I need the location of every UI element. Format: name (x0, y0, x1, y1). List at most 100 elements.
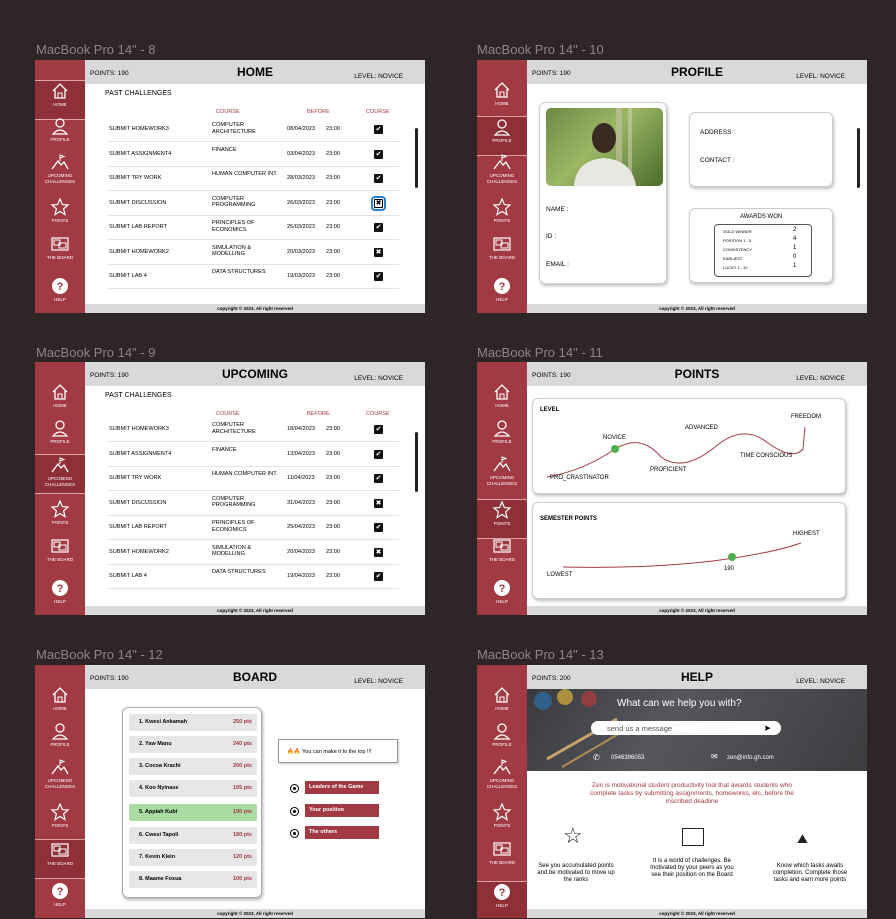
sidebar-item-upcoming[interactable]: UPCOMING CHALLENGES (35, 152, 85, 192)
leaderboard-row[interactable]: 4. Koo Nyinase 195 pts (129, 780, 257, 797)
table-row[interactable]: SUBMIT TRY WORK HUMAN COMPUTER INT. 11/04/… (107, 467, 399, 491)
board-icon (682, 828, 704, 846)
sidebar-item-upcoming[interactable]: UPCOMING CHALLENGES (35, 757, 85, 797)
sidebar: HOME PROFILE UPCOMING CHALLENGES POINTS THE B… (35, 60, 85, 313)
table-row[interactable]: SUBMIT ASSIGNMENT4 FINANCE 13/04/2023 23:00… (107, 443, 399, 467)
table-row[interactable]: SUBMIT LAB 4 DATA STRUCTURES 19/03/2023 23:… (107, 265, 399, 289)
sidebar-item-board[interactable]: THE BOARD (477, 234, 527, 274)
sidebar-item-label: THE BOARD (46, 557, 74, 562)
sidebar-item-upcoming[interactable]: UPCOMING CHALLENGES (477, 152, 527, 192)
sidebar-item-help[interactable]: ? HELP (477, 881, 527, 918)
leaderboard-row[interactable]: 8. Maame Fosua 100 pts (129, 871, 257, 888)
sidebar-item-points[interactable]: POINTS (35, 197, 85, 237)
level-label: LEVEL: NOVICE (354, 73, 403, 80)
table-row[interactable]: SUBMIT HOMEWORK3 COMPUTER ARCHITECTURE 18/… (107, 418, 399, 442)
message-input[interactable]: send us a message ➤ (591, 721, 781, 735)
sidebar-item-help[interactable]: ? HELP (477, 578, 527, 615)
table-row[interactable]: SUBMIT ASSIGNMENT4 FINANCE 03/04/2023 23:00… (107, 143, 399, 167)
challenge-course: FINANCE (212, 446, 237, 453)
table-row[interactable]: SUBMIT TRY WORK HUMAN COMPUTER INT. 28/03/… (107, 167, 399, 191)
sidebar-item-home[interactable]: HOME (35, 685, 85, 725)
others-button[interactable]: The others (305, 826, 379, 839)
radio-position[interactable] (290, 807, 299, 816)
sidebar-item-profile[interactable]: PROFILE (477, 418, 527, 458)
leaderboard-row-current-user[interactable]: 5. Appiah Kubi 190 pts (129, 804, 257, 821)
frame-title-upcoming: MacBook Pro 14" - 9 (36, 345, 156, 360)
status-checkbox[interactable]: ✖ (374, 498, 383, 508)
sidebar-item-profile[interactable]: PROFILE (35, 721, 85, 761)
sidebar-item-board[interactable]: THE BOARD (35, 234, 85, 274)
sidebar-item-points[interactable]: POINTS (477, 197, 527, 237)
sidebar-item-board[interactable]: THE BOARD (35, 536, 85, 576)
status-checkbox[interactable]: ✖ (371, 195, 386, 211)
name-label: NAME : (546, 206, 569, 213)
player-name: 2. Yaw Manu (139, 741, 172, 747)
sidebar-item-points[interactable]: POINTS (35, 802, 85, 842)
status-checkbox[interactable]: ✔ (374, 523, 383, 532)
leaderboard-row[interactable]: 3. Cocoa Krachi 200 pts (129, 758, 257, 775)
table-row[interactable]: SUBMIT LAB 4 DATA STRUCTURES 19/04/2023 23:… (107, 565, 399, 589)
sidebar-item-home[interactable]: HOME (477, 685, 527, 725)
sidebar-item-upcoming[interactable]: UPCOMING CHALLENGES (35, 454, 85, 494)
sidebar-item-help[interactable]: ? HELP (35, 276, 85, 313)
challenge-time: 23:00 (326, 475, 340, 481)
player-name: 7. Kevin Klein (139, 854, 176, 860)
leaderboard-row[interactable]: 6. Cwesi Tapoli 180 pts (129, 827, 257, 844)
sidebar-item-points[interactable]: POINTS (477, 499, 527, 539)
motivation-box: 🔥🔥 You can make it to the top !!! (278, 739, 398, 763)
sidebar-item-label: HOME (53, 706, 67, 711)
sidebar-item-profile[interactable]: PROFILE (35, 418, 85, 458)
position-button[interactable]: Your position (305, 804, 379, 817)
status-checkbox[interactable]: ✔ (374, 174, 383, 183)
table-row[interactable]: SUBMIT DISCUSSION COMPUTER PROGRAMMING 31/… (107, 492, 399, 516)
sidebar: HOME PROFILE UPCOMING CHALLENGES POINTS THE B… (35, 665, 85, 918)
leaderboard-row[interactable]: 7. Kevin Klein 120 pts (129, 849, 257, 866)
sidebar-item-points[interactable]: POINTS (35, 499, 85, 539)
level-novice: NOVICE (603, 435, 627, 441)
status-checkbox[interactable]: ✔ (374, 474, 383, 483)
sidebar-item-home[interactable]: HOME (35, 80, 85, 120)
sidebar-item-home[interactable]: HOME (477, 80, 527, 120)
sidebar-item-profile[interactable]: PROFILE (477, 721, 527, 761)
sidebar-item-board[interactable]: THE BOARD (477, 839, 527, 879)
leaderboard-row[interactable]: 1. Kwesi Ankamah 250 pts (129, 714, 257, 731)
sidebar-item-home[interactable]: HOME (35, 382, 85, 422)
scrollbar[interactable] (415, 128, 418, 188)
sidebar-item-help[interactable]: ? HELP (35, 881, 85, 918)
profile-icon (477, 418, 527, 438)
sidebar-item-help[interactable]: ? HELP (35, 578, 85, 615)
table-row[interactable]: SUBMIT LAB REPORT PRINCIPLES OF ECONOMICS… (107, 216, 399, 240)
status-checkbox[interactable]: ✔ (374, 572, 383, 581)
sidebar-item-home[interactable]: HOME (477, 382, 527, 422)
status-checkbox[interactable]: ✖ (374, 547, 383, 557)
status-checkbox[interactable]: ✔ (374, 125, 383, 134)
table-row[interactable]: SUBMIT DISCUSSION COMPUTER PROGRAMMING 26/… (107, 192, 399, 216)
scrollbar[interactable] (857, 128, 860, 188)
status-checkbox[interactable]: ✔ (374, 149, 383, 159)
table-row[interactable]: SUBMIT HOMEWORK3 COMPUTER ARCHITECTURE 08/… (107, 118, 399, 142)
sidebar-item-upcoming[interactable]: UPCOMING CHALLENGES (477, 757, 527, 797)
sidebar-item-board[interactable]: THE BOARD (35, 839, 85, 879)
table-row[interactable]: SUBMIT HOMEWORK2 SIMULATION & MODELLING 20… (107, 541, 399, 565)
level-label: LEVEL: NOVICE (796, 73, 845, 80)
sidebar-item-profile[interactable]: PROFILE (477, 116, 527, 156)
scrollbar[interactable] (415, 432, 418, 492)
sidebar-item-help[interactable]: ? HELP (477, 276, 527, 313)
status-checkbox[interactable]: ✔ (374, 425, 383, 434)
status-checkbox[interactable]: ✔ (374, 449, 383, 459)
send-icon[interactable]: ➤ (763, 723, 771, 733)
radio-others[interactable] (290, 829, 299, 838)
sidebar-item-upcoming[interactable]: UPCOMING CHALLENGES (477, 454, 527, 494)
leaders-button[interactable]: Leaders of the Game (305, 781, 379, 794)
sidebar-item-points[interactable]: POINTS (477, 802, 527, 842)
table-row[interactable]: SUBMIT LAB REPORT PRINCIPLES OF ECONOMICS… (107, 516, 399, 540)
status-checkbox[interactable]: ✖ (374, 247, 383, 257)
status-checkbox[interactable]: ✔ (374, 272, 383, 281)
radio-leaders[interactable] (290, 784, 299, 793)
sidebar-item-profile[interactable]: PROFILE (35, 116, 85, 156)
sidebar-item-board[interactable]: THE BOARD (477, 536, 527, 576)
leaderboard-row[interactable]: 2. Yaw Manu 240 pts (129, 736, 257, 753)
challenge-name: SUBMIT DISCUSSION (109, 499, 167, 506)
table-row[interactable]: SUBMIT HOMEWORK2 SIMULATION & MODELLING 20… (107, 241, 399, 265)
status-checkbox[interactable]: ✔ (374, 223, 383, 232)
